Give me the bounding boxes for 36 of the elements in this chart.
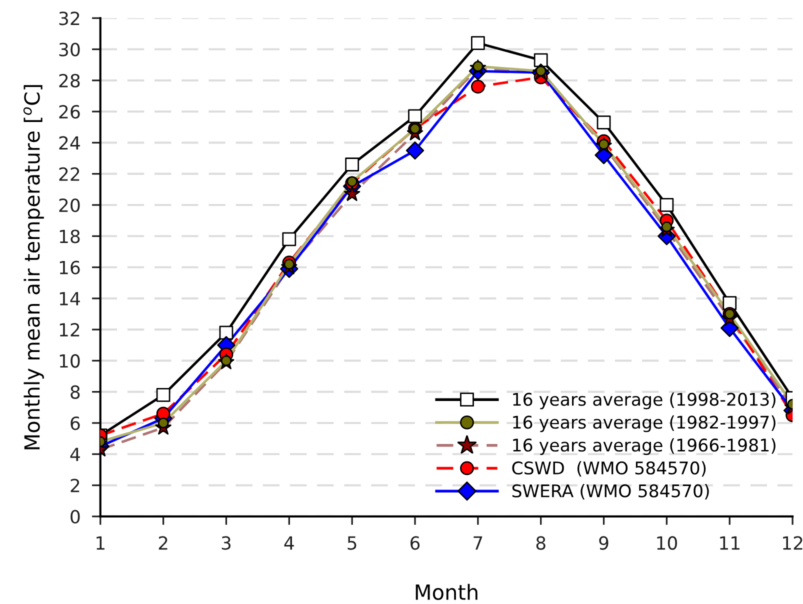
y-tick-label: 24 bbox=[59, 136, 80, 150]
y-tick-label: 20 bbox=[59, 198, 80, 212]
y-tick-label: 4 bbox=[70, 448, 80, 461]
y-tick-label: 22 bbox=[59, 167, 80, 181]
y-tick-label: 32 bbox=[59, 12, 80, 26]
x-tick-label: 8 bbox=[536, 536, 546, 550]
y-tick-label: 14 bbox=[60, 292, 80, 306]
x-tick-label: 2 bbox=[158, 536, 168, 550]
legend-label: 16 years average (1998-2013) bbox=[513, 392, 776, 410]
y-tick-label: 30 bbox=[59, 42, 80, 56]
y-tick-label: 2 bbox=[70, 478, 80, 492]
legend-label: 16 years average (1982-1997) bbox=[513, 415, 776, 432]
x-tick-label: 10 bbox=[657, 536, 677, 550]
y-tick-label: 6 bbox=[70, 416, 80, 430]
x-tick-label: 1 bbox=[96, 536, 104, 550]
y-tick-label: 0 bbox=[70, 510, 80, 524]
y-axis-title: Monthly mean air temperature [$^{o}$C] bbox=[23, 85, 44, 450]
y-tick-label: 16 bbox=[60, 260, 80, 274]
legend-label: 16 years average (1966-1981) bbox=[513, 438, 776, 456]
y-tick-label: 18 bbox=[60, 230, 80, 244]
y-tick-label: 8 bbox=[70, 385, 80, 399]
x-tick-label: 12 bbox=[783, 536, 802, 550]
x-tick-label: 3 bbox=[222, 536, 231, 550]
x-tick-label: 7 bbox=[474, 536, 482, 550]
y-tick-label: 10 bbox=[60, 354, 80, 368]
y-tick-label: 26 bbox=[59, 105, 80, 119]
x-tick-label: 6 bbox=[410, 536, 420, 550]
x-tick-label: 9 bbox=[599, 536, 608, 550]
x-axis-title: Month bbox=[416, 584, 478, 600]
x-tick-label: 4 bbox=[284, 536, 294, 550]
y-tick-label: 28 bbox=[59, 74, 80, 88]
x-tick-label: 5 bbox=[348, 536, 356, 550]
legend-label: CSWD (WMO 584570) bbox=[512, 461, 706, 477]
legend-label: SWERA (WMO 584570) bbox=[512, 484, 709, 500]
y-tick-label: 12 bbox=[60, 323, 80, 336]
x-tick-label: 11 bbox=[720, 536, 740, 550]
